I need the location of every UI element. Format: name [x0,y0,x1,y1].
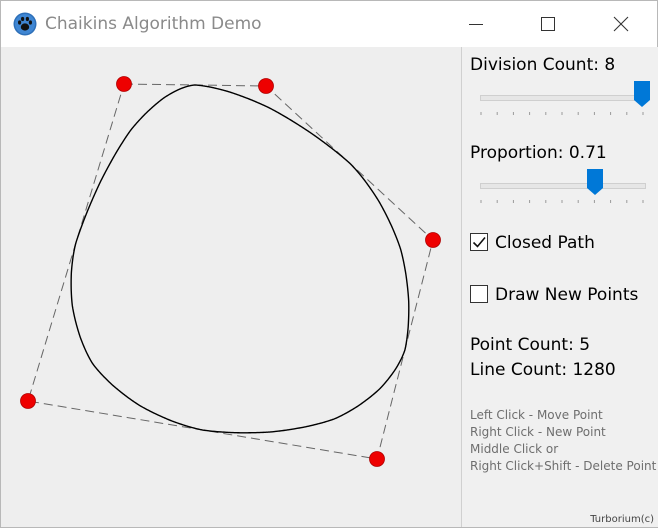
help-line: Middle Click or [470,442,559,456]
checkmark-icon [472,236,486,248]
slider-ticks [480,200,644,203]
title-bar[interactable]: Chaikins Algorithm Demo [1,1,657,47]
paw-icon [13,12,37,36]
minimize-icon [469,24,483,25]
control-point[interactable] [116,76,132,92]
control-point[interactable] [425,232,441,248]
close-button[interactable] [598,1,644,47]
control-point[interactable] [369,451,385,467]
draw-new-points-checkbox[interactable] [470,285,488,303]
point-count-label: Point Count: 5 [470,335,591,355]
settings-panel: Division Count: 8 Proportion: 0.71 Close… [461,47,658,527]
credit-text: Turborium(c) [590,514,654,525]
minimize-button[interactable] [453,1,499,47]
proportion-label: Proportion: 0.71 [470,143,607,163]
division-count-label: Division Count: 8 [470,55,616,75]
closed-path-checkbox[interactable] [470,233,488,251]
closed-path-label[interactable]: Closed Path [495,233,595,253]
slider-track [480,183,646,189]
maximize-button[interactable] [525,1,571,47]
chaikin-curve [70,84,410,434]
drawing-canvas[interactable] [1,47,461,527]
slider-thumb[interactable] [634,81,650,107]
maximize-icon [541,17,555,31]
slider-ticks [480,112,644,115]
help-line: Left Click - Move Point [470,408,603,422]
close-icon [613,16,629,32]
proportion-slider[interactable] [480,169,646,213]
curve-plot[interactable] [1,47,461,527]
division-count-slider[interactable] [480,81,650,125]
control-point[interactable] [258,78,274,94]
line-count-label: Line Count: 1280 [470,360,616,380]
control-polygon [27,83,434,460]
help-text: Left Click - Move Point Right Click - Ne… [470,407,656,475]
help-line: Right Click - New Point [470,425,606,439]
slider-thumb[interactable] [587,169,604,195]
draw-new-points-label[interactable]: Draw New Points [495,285,639,305]
window-title: Chaikins Algorithm Demo [45,14,262,34]
slider-track [480,95,646,101]
control-point[interactable] [20,393,36,409]
help-line: Right Click+Shift - Delete Point [470,459,657,473]
